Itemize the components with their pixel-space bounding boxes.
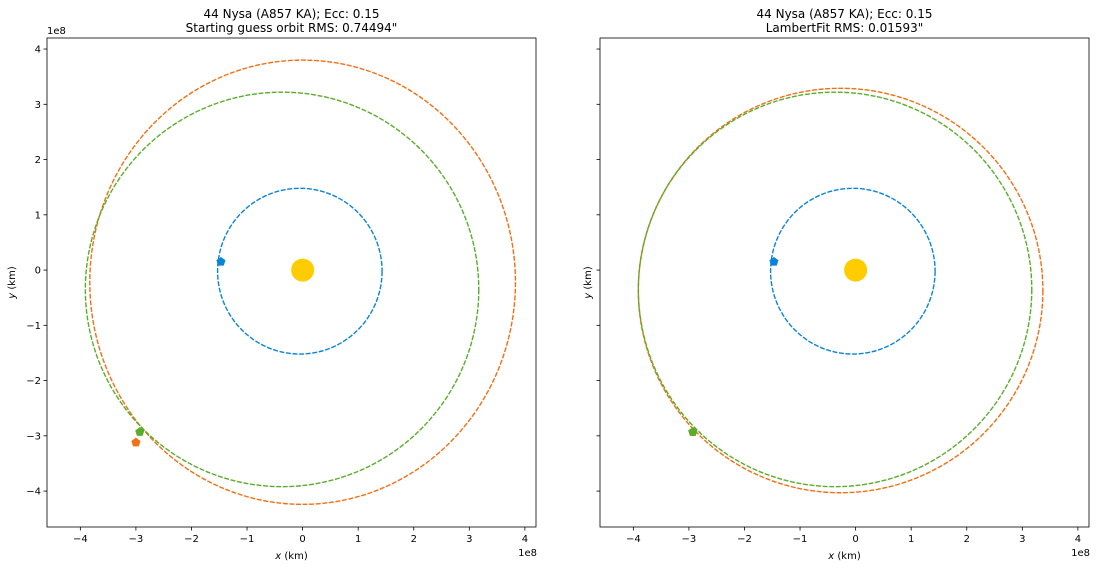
x-tick-label: −2 (184, 534, 199, 545)
orbit-path (89, 59, 517, 506)
position-marker (216, 256, 226, 266)
x-axis-label-var: x (274, 551, 281, 562)
chart-subtitle: LambertFit RMS: 0.01593" (766, 21, 924, 35)
x-tick-label: −3 (682, 534, 697, 545)
x-tick-label: 4 (1075, 534, 1081, 545)
chart-title: 44 Nysa (A857 KA); Ecc: 0.15 (204, 7, 380, 21)
orbit-path (769, 187, 936, 355)
x-offset-label: 1e8 (1071, 548, 1090, 559)
position-marker (135, 427, 145, 436)
plot-frame (599, 37, 1090, 528)
position-marker (769, 256, 779, 266)
y-tick-label: −1 (26, 321, 41, 332)
orbit-path (637, 91, 1033, 488)
y-axis-label-var: y (583, 292, 594, 300)
x-tick-label: 4 (522, 534, 528, 545)
x-tick-label: 2 (411, 534, 417, 545)
x-axis-label-unit: (km) (281, 551, 308, 562)
y-axis-label: y (km) (7, 266, 18, 300)
y-axis-label-var: y (7, 292, 18, 300)
chart-title: 44 Nysa (A857 KA); Ecc: 0.15 (757, 7, 933, 21)
plot-area (84, 59, 517, 506)
x-tick-label: −1 (793, 534, 808, 545)
x-tick-label: 3 (1019, 534, 1025, 545)
y-offset-label: 1e8 (47, 26, 66, 37)
plot-area (637, 87, 1044, 494)
x-tick-label: −2 (737, 534, 752, 545)
x-tick-label: −1 (240, 534, 255, 545)
y-tick-label: 1 (35, 210, 41, 221)
x-tick-label: −3 (129, 534, 144, 545)
y-axis-label: y (km) (583, 266, 594, 300)
y-tick-label: 3 (35, 100, 41, 111)
y-tick-label: −3 (26, 431, 41, 442)
sun-marker (291, 258, 315, 282)
x-tick-label: 0 (299, 534, 305, 545)
x-tick-label: 3 (466, 534, 472, 545)
x-tick-label: −4 (73, 534, 88, 545)
plot-frame (46, 37, 537, 528)
x-axis-label-unit: (km) (834, 551, 861, 562)
x-tick-label: 0 (852, 534, 858, 545)
x-offset-label: 1e8 (518, 548, 537, 559)
position-marker (131, 437, 141, 447)
y-tick-label: 4 (35, 45, 41, 56)
x-axis-label: x (km) (827, 551, 861, 562)
y-axis-label-unit: (km) (7, 266, 18, 293)
orbit-path (216, 187, 383, 355)
chart-subtitle: Starting guess orbit RMS: 0.74494" (186, 21, 398, 35)
x-axis-label: x (km) (274, 551, 308, 562)
x-tick-label: −4 (626, 534, 641, 545)
y-tick-label: −4 (26, 487, 41, 498)
y-tick-label: 2 (35, 155, 41, 166)
y-tick-label: 0 (35, 266, 41, 277)
y-axis-label-unit: (km) (583, 266, 594, 293)
orbit-path (84, 91, 480, 488)
x-tick-label: 1 (908, 534, 914, 545)
sun-marker (844, 258, 868, 282)
x-axis-label-var: x (827, 551, 834, 562)
x-tick-label: 2 (964, 534, 970, 545)
y-tick-label: −2 (26, 376, 41, 387)
position-marker (688, 427, 698, 436)
x-tick-label: 1 (355, 534, 361, 545)
